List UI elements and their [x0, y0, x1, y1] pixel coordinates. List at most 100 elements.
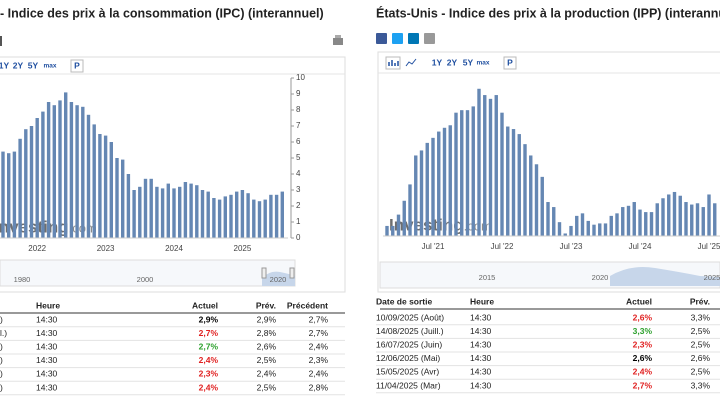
bar [58, 100, 62, 239]
table-cell: 14:30 [36, 328, 58, 338]
table-cell: 2,3% [199, 369, 219, 379]
table-cell: ) [0, 355, 3, 365]
bar [598, 223, 602, 236]
bar [155, 186, 159, 238]
bar [18, 138, 22, 238]
bar [695, 203, 700, 236]
bar [138, 186, 142, 238]
bar [7, 153, 11, 238]
bar [523, 144, 527, 236]
table-cell: 2,4% [309, 341, 329, 351]
toolbar-button[interactable]: max [43, 63, 56, 70]
x-tick-label: Jul '24 [629, 242, 652, 251]
bar [488, 98, 493, 236]
bar [615, 213, 619, 236]
twitter[interactable] [392, 33, 403, 44]
panel-title: - Indice des prix à la consommation (IPC… [0, 6, 324, 20]
table-cell: ) [0, 369, 3, 379]
bar [419, 150, 424, 236]
table-cell: 14:30 [36, 382, 58, 392]
bar [603, 223, 608, 236]
bar [29, 126, 34, 238]
bar [75, 105, 79, 238]
bar [500, 112, 504, 236]
table-header: Prév. [690, 296, 710, 306]
toolbar-button[interactable]: P [74, 60, 80, 70]
bar [189, 183, 193, 238]
bar [69, 102, 74, 238]
y-tick-label: 7 [296, 121, 301, 130]
bar [172, 188, 176, 238]
table-cell: 14:30 [470, 312, 492, 322]
bar [707, 194, 711, 236]
table-cell: 2,4% [633, 367, 653, 377]
bar [592, 224, 596, 236]
bar [206, 191, 210, 238]
table-cell: 2,7% [633, 380, 653, 390]
chart-type-icons [385, 56, 417, 70]
navigator-handle[interactable] [261, 267, 267, 279]
print-icon[interactable] [333, 35, 343, 45]
x-tick-label: 2024 [165, 244, 183, 253]
bar [41, 111, 45, 238]
line-icon[interactable] [405, 58, 417, 67]
table-cell: 14:30 [470, 326, 492, 336]
bar [586, 220, 590, 236]
toolbar-button[interactable]: max [476, 60, 489, 67]
toolbar-button[interactable]: 5Y [28, 60, 39, 70]
bar [12, 151, 17, 238]
bar [483, 95, 487, 236]
linkedin[interactable] [408, 33, 419, 44]
navigator-area [262, 271, 295, 286]
table-cell: 10/09/2025 (Août) [376, 312, 444, 322]
toolbar-button[interactable]: 1Y [432, 57, 443, 67]
navigator-label: 2015 [479, 273, 496, 282]
bar [563, 233, 567, 236]
bar [115, 158, 119, 238]
bar [195, 185, 199, 238]
bar [46, 102, 51, 238]
bar [103, 135, 108, 238]
table-cell: 2,5% [691, 339, 711, 349]
bar [701, 207, 705, 236]
y-tick-label: 6 [296, 137, 301, 146]
table-cell: 3,3% [633, 326, 653, 336]
table-cell: 14:30 [470, 353, 492, 363]
toolbar-button[interactable]: 2Y [447, 57, 458, 67]
table-cell: 2,6% [633, 353, 653, 363]
toolbar-button[interactable]: 2Y [13, 60, 24, 70]
facebook[interactable] [376, 33, 387, 44]
table-cell: 2,5% [691, 326, 711, 336]
x-tick-label: Jul '25 [698, 242, 720, 251]
bar [402, 200, 406, 236]
bar [1, 151, 5, 238]
bar [274, 194, 279, 238]
bar [546, 202, 550, 236]
bar [217, 199, 222, 238]
bar [143, 178, 148, 238]
table-cell: 14:30 [36, 341, 58, 351]
table-cell: 3,3% [691, 312, 711, 322]
toolbar-button[interactable]: 5Y [463, 57, 474, 67]
chart-frame [377, 51, 720, 293]
bar [126, 174, 131, 238]
bar [86, 114, 91, 238]
x-tick-label: 2022 [28, 244, 46, 253]
bar [408, 184, 412, 236]
email[interactable] [424, 33, 435, 44]
table-cell: 2,8% [309, 382, 329, 392]
bar [257, 201, 262, 238]
bar [121, 159, 125, 238]
table-header: Précédent [287, 300, 328, 310]
bar [223, 196, 227, 238]
navigator-label: 2020 [270, 275, 287, 284]
navigator-label: 1980 [14, 275, 31, 284]
navigator-handle[interactable] [289, 267, 295, 279]
toolbar-button[interactable]: P [507, 57, 513, 67]
navigator-area [610, 267, 720, 286]
bar [511, 129, 516, 236]
toolbar-button[interactable]: 1Y [0, 60, 10, 70]
bar [575, 215, 579, 236]
table-cell: 2,7% [309, 328, 329, 338]
bar [240, 190, 245, 238]
